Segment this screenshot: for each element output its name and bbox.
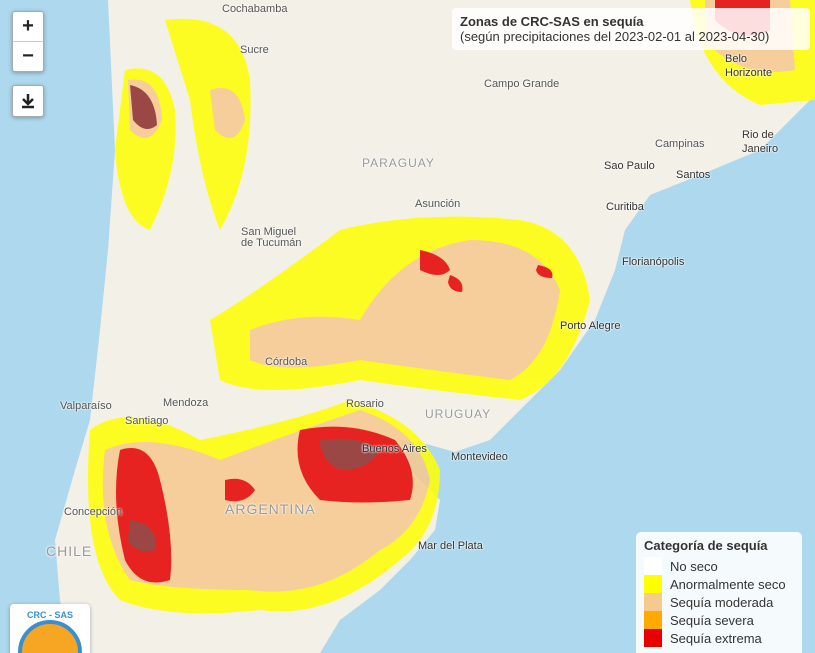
logo-text: CRC - SAS [27,610,73,620]
zoom-out-button[interactable]: − [22,45,34,67]
map-label: Santiago [125,415,169,427]
zoom-control: + − [12,11,44,72]
legend-item: Sequía extrema [644,629,794,647]
map-label: Belo Horizonte [725,53,773,79]
legend-label: No seco [670,558,718,574]
download-button[interactable] [12,85,44,117]
title: Zonas de CRC-SAS en sequía [460,14,644,29]
legend-swatch [644,593,662,611]
map-label: Rosario [346,398,384,410]
legend-label: Sequía severa [670,612,754,628]
map-label: Sucre [240,44,269,56]
legend-label: Sequía extrema [670,630,762,646]
map-label: Córdoba [265,356,308,368]
legend: Categoría de sequía No seco Anormalmente … [636,532,802,653]
map-label: Rio de Janeiro [742,129,779,155]
logo: CRC - SAS [10,604,90,653]
map-label: URUGUAY [425,407,492,421]
logo-graphic: CRC - SAS [18,610,82,653]
legend-item: Anormalmente seco [644,575,794,593]
legend-swatch [644,629,662,647]
legend-items: No seco Anormalmente seco Sequía moderada S… [644,557,794,647]
map-label: Campo Grande [484,78,560,90]
map-label: Florianópolis [622,256,685,268]
legend-swatch [644,557,662,575]
legend-title: Categoría de sequía [644,538,768,553]
map-label: Asunción [415,198,461,210]
legend-label: Anormalmente seco [670,576,786,592]
legend-swatch [644,575,662,593]
map-label: Sao Paulo [604,160,655,172]
legend-item: Sequía moderada [644,593,794,611]
map-label: CHILE [46,543,93,559]
map-label: Mar del Plata [418,540,483,552]
map-label: Campinas [655,138,705,150]
map-label: San Miguel de Tucumán [241,226,302,249]
map-label: Valparaíso [60,400,112,412]
zoom-in-button[interactable]: + [13,12,43,42]
legend-label: Sequía moderada [670,594,774,610]
legend-swatch [644,611,662,629]
map-label: Mendoza [163,397,209,409]
map-label: PARAGUAY [362,156,435,170]
map-label: Montevideo [451,451,508,463]
map-label: Santos [676,169,711,181]
map-label: Curitiba [606,201,644,213]
title-box: Zonas de CRC-SAS en sequía (según precip… [452,8,810,50]
legend-item: No seco [644,557,794,575]
map-label: Concepción [64,506,123,518]
map-label: Cochabamba [222,3,288,15]
download-icon [22,94,34,109]
map-label: Porto Alegre [560,320,621,332]
legend-item: Sequía severa [644,611,794,629]
map-label: ARGENTINA [225,501,316,517]
map-label: Buenos Aires [362,443,427,455]
subtitle: (según precipitaciones del 2023-02-01 al… [460,29,770,44]
